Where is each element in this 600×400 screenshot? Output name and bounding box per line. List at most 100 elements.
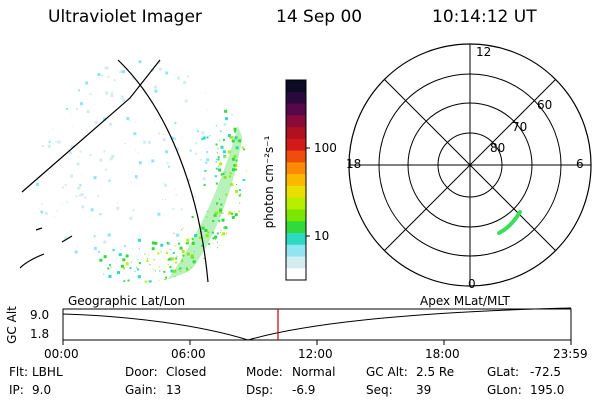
image-pixel bbox=[137, 259, 139, 260]
image-pixel bbox=[227, 150, 231, 154]
image-pixel bbox=[217, 156, 220, 159]
image-pixel bbox=[75, 195, 78, 198]
image-pixel bbox=[235, 190, 238, 193]
image-pixel bbox=[108, 264, 111, 266]
image-pixel bbox=[61, 186, 64, 189]
image-pixel bbox=[157, 252, 160, 255]
image-pixel bbox=[185, 267, 188, 270]
image-pixel bbox=[93, 246, 97, 250]
image-pixel bbox=[234, 213, 238, 217]
image-pixel bbox=[215, 167, 218, 170]
image-pixel bbox=[164, 183, 167, 187]
image-pixel bbox=[207, 231, 210, 234]
colorbar-unit-label: photon cm⁻²s⁻¹ bbox=[262, 135, 276, 229]
seq-label: Seq: bbox=[366, 383, 393, 397]
image-pixel bbox=[202, 136, 206, 140]
image-pixel bbox=[209, 135, 211, 137]
image-pixel bbox=[44, 211, 48, 215]
colorbar-band bbox=[286, 80, 306, 93]
xtick-1800: 18:00 bbox=[425, 347, 460, 361]
image-pixel bbox=[224, 171, 226, 173]
image-pixel bbox=[119, 70, 123, 74]
image-pixel bbox=[179, 270, 181, 272]
image-pixel bbox=[127, 279, 130, 282]
image-pixel bbox=[99, 213, 102, 216]
image-pixel bbox=[168, 165, 171, 168]
image-pixel bbox=[122, 258, 126, 262]
image-pixel bbox=[182, 273, 186, 277]
image-pixel bbox=[158, 132, 160, 135]
image-pixel bbox=[142, 95, 144, 97]
image-pixel bbox=[80, 173, 82, 175]
image-pixel bbox=[216, 204, 218, 205]
image-pixel bbox=[220, 145, 224, 149]
image-pixel bbox=[97, 195, 100, 198]
image-pixel bbox=[204, 229, 208, 232]
image-pixel bbox=[241, 146, 244, 149]
image-pixel bbox=[146, 259, 149, 262]
image-pixel bbox=[105, 91, 109, 95]
image-pixel bbox=[110, 266, 112, 268]
image-pixel bbox=[202, 177, 206, 181]
image-pixel bbox=[214, 235, 218, 239]
image-pixel bbox=[185, 271, 187, 273]
image-pixel bbox=[225, 232, 227, 234]
image-pixel bbox=[200, 237, 203, 239]
image-pixel bbox=[137, 275, 141, 279]
image-pixel bbox=[111, 159, 113, 160]
image-pixel bbox=[52, 163, 54, 165]
image-pixel bbox=[203, 183, 206, 186]
image-pixel bbox=[163, 133, 165, 135]
image-pixel bbox=[206, 158, 210, 162]
image-pixel bbox=[69, 151, 72, 155]
colorbar-band bbox=[286, 150, 306, 163]
image-pixel bbox=[169, 257, 172, 261]
strip-left-title: Geographic Lat/Lon bbox=[68, 294, 186, 308]
instrument-title: Ultraviolet Imager bbox=[48, 7, 202, 27]
image-pixel bbox=[154, 89, 158, 93]
image-pixel bbox=[136, 267, 137, 269]
image-pixel bbox=[215, 182, 218, 185]
image-pixel bbox=[144, 280, 147, 283]
image-pixel bbox=[124, 143, 126, 145]
image-pixel bbox=[222, 138, 225, 141]
image-pixel bbox=[84, 196, 87, 199]
time-label: 10:14:12 UT bbox=[432, 7, 537, 27]
image-pixel bbox=[162, 138, 166, 141]
image-pixel bbox=[220, 203, 223, 206]
image-pixel bbox=[238, 194, 241, 197]
image-pixel bbox=[110, 94, 114, 97]
colorbar-band bbox=[286, 127, 306, 140]
glat-value: -72.5 bbox=[530, 365, 562, 379]
image-pixel bbox=[154, 241, 158, 245]
image-pixel bbox=[203, 258, 205, 259]
image-pixel bbox=[223, 175, 227, 179]
image-pixel bbox=[39, 208, 40, 209]
image-pixel bbox=[170, 269, 174, 273]
image-pixel bbox=[181, 229, 183, 231]
image-pixel bbox=[205, 234, 209, 238]
filter-value: LBHL bbox=[32, 365, 63, 379]
gcalt-value: 2.5 Re bbox=[416, 365, 455, 379]
image-pixel bbox=[173, 137, 176, 140]
image-pixel bbox=[175, 261, 178, 264]
image-pixel bbox=[117, 271, 120, 275]
image-pixel bbox=[86, 110, 90, 114]
image-pixel bbox=[77, 186, 81, 190]
glat-label: GLat: bbox=[487, 365, 520, 379]
image-pixel bbox=[134, 270, 136, 272]
image-pixel bbox=[122, 98, 126, 102]
image-pixel bbox=[70, 230, 72, 232]
image-pixel bbox=[186, 238, 190, 242]
colorbar-band bbox=[286, 138, 306, 152]
image-pixel bbox=[109, 178, 111, 180]
image-pixel bbox=[218, 168, 222, 172]
image-pixel bbox=[234, 164, 238, 167]
image-pixel bbox=[162, 199, 164, 200]
image-pixel bbox=[103, 273, 105, 275]
image-pixel bbox=[215, 125, 217, 127]
image-pixel bbox=[97, 73, 101, 76]
image-pixel bbox=[93, 235, 96, 238]
image-pixel bbox=[231, 215, 235, 219]
image-pixel bbox=[175, 194, 177, 196]
